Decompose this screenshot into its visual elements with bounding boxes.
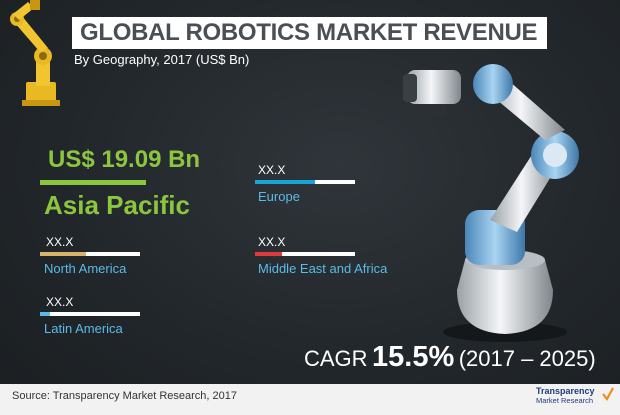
europe-label: Europe [258, 189, 300, 204]
checkmark-logo-icon [602, 387, 614, 401]
chart-subtitle: By Geography, 2017 (US$ Bn) [74, 52, 250, 67]
north-america-bar [40, 252, 140, 256]
logo-line2: Market Research [536, 396, 594, 405]
europe-bar [255, 180, 355, 184]
latin-america-bar-fill [40, 312, 50, 316]
north-america-label: North America [44, 261, 127, 276]
middle-east-africa-bar [255, 252, 355, 256]
industrial-robot-arm-icon [10, 0, 60, 106]
cagr-value: 15.5% [372, 341, 455, 373]
footer-band [0, 384, 620, 415]
europe-bar-fill [255, 180, 315, 184]
latin-america-value: XX.X [46, 295, 74, 309]
cagr-statement: CAGR 15.5% (2017 – 2025) [304, 341, 596, 374]
north-america-bar-fill [40, 252, 86, 256]
chart-title: GLOBAL ROBOTICS MARKET REVENUE [80, 19, 538, 46]
middle-east-africa-bar-fill [255, 252, 282, 256]
latin-america-label: Latin America [44, 321, 123, 336]
tmr-logo: Transparency Market Research [536, 385, 616, 413]
asia-pacific-bar-fill [40, 180, 146, 185]
middle-east-africa-value: XX.X [258, 235, 286, 249]
asia-pacific-value: US$ 19.09 Bn [48, 146, 201, 173]
latin-america-bar [40, 312, 140, 316]
asia-pacific-bar [40, 180, 146, 185]
logo-line1: Transparency [536, 386, 595, 396]
title-band [72, 17, 547, 49]
cagr-label: CAGR [304, 346, 368, 371]
north-america-value: XX.X [46, 235, 74, 249]
asia-pacific-label: Asia Pacific [44, 190, 190, 220]
middle-east-africa-label: Middle East and Africa [258, 261, 388, 276]
collaborative-robot-arm-icon [403, 64, 579, 342]
source-note: Source: Transparency Market Research, 20… [12, 390, 238, 402]
europe-value: XX.X [258, 163, 286, 177]
cagr-period: (2017 – 2025) [458, 346, 596, 371]
